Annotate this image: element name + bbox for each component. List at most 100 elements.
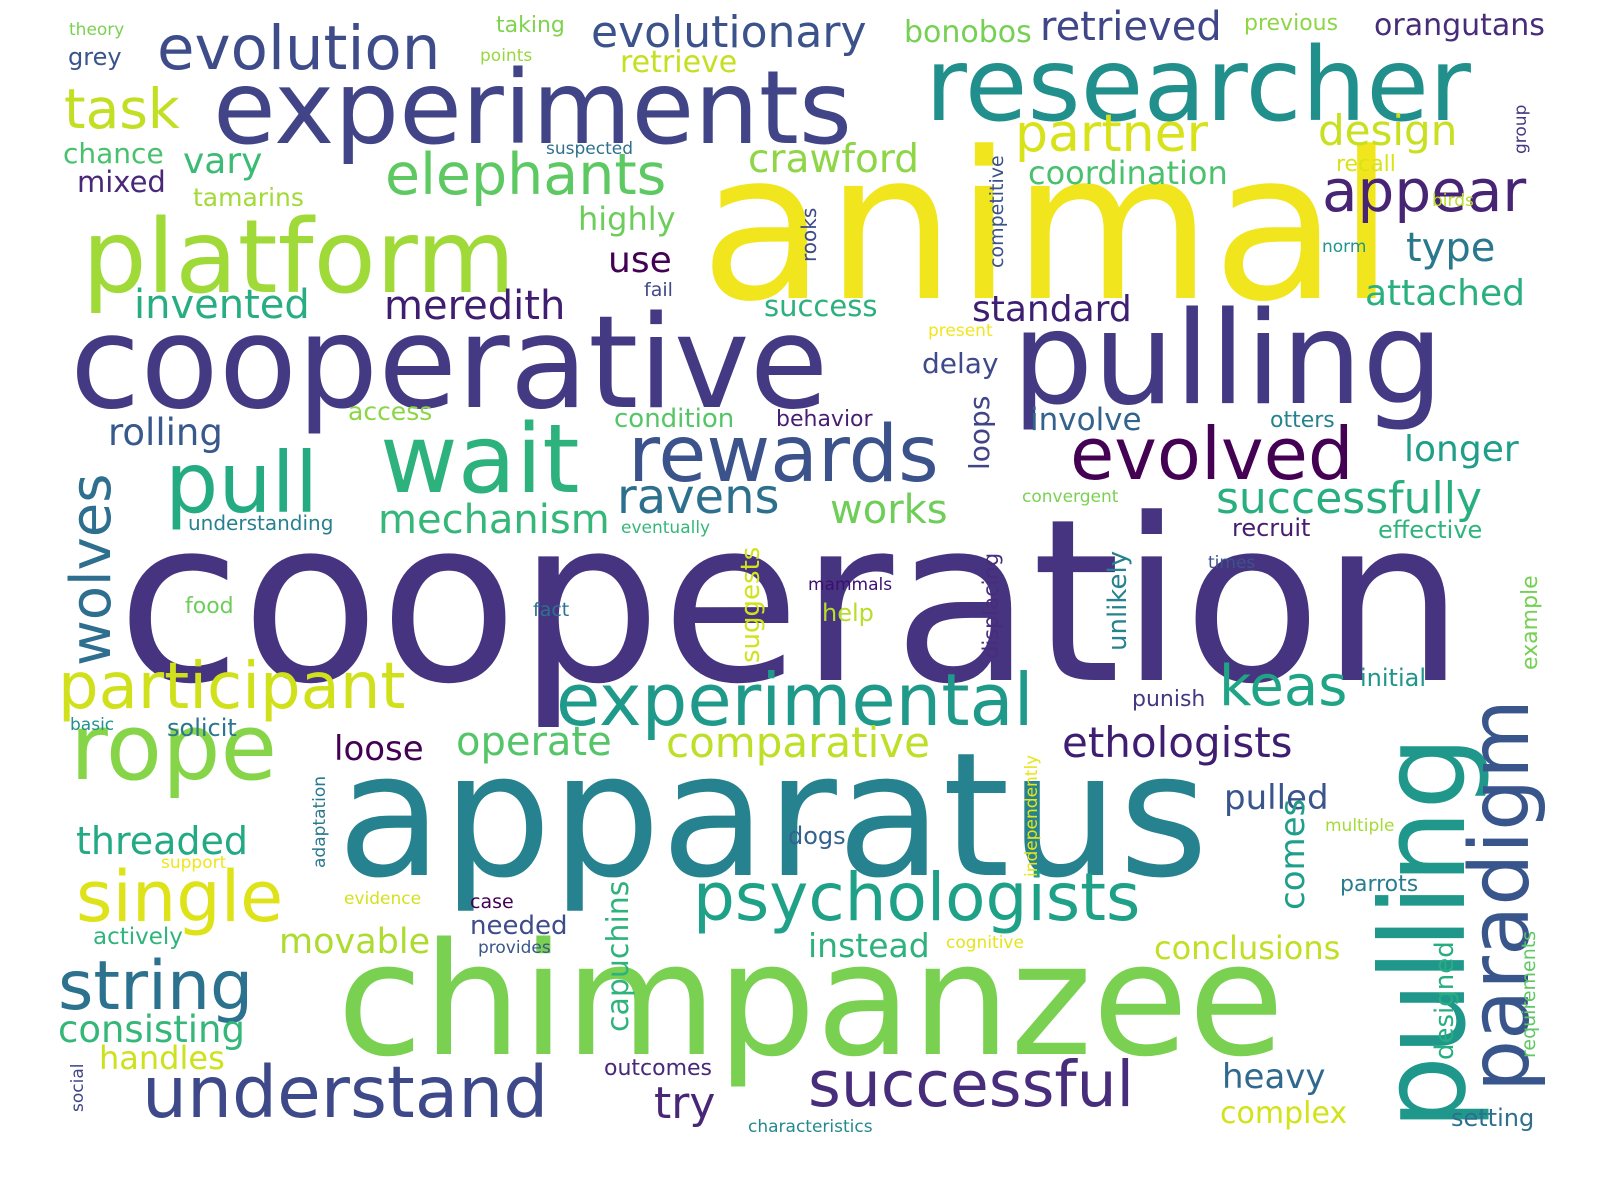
word-vary: vary [183, 141, 263, 182]
word-capuchins: capuchins [601, 880, 636, 1032]
word-works: works [830, 487, 948, 533]
word-rolling: rolling [108, 411, 223, 454]
word-cognitive: cognitive [946, 933, 1024, 953]
word-setting: setting [1451, 1104, 1535, 1132]
word-animal: animal [700, 109, 1395, 347]
word-taking: taking [496, 13, 565, 38]
word-evolved: evolved [1070, 412, 1354, 496]
word-rope: rope [70, 694, 278, 801]
word-crawford: crawford [748, 137, 919, 182]
word-psychologists: psychologists [693, 859, 1141, 936]
word-standard: standard [972, 289, 1132, 330]
word-experiments: experiments [213, 49, 852, 168]
word-suggests: suggests [736, 546, 766, 663]
word-mechanism: mechanism [378, 497, 610, 543]
word-characteristics: characteristics [748, 1117, 873, 1137]
word-present: present [928, 321, 993, 341]
word-conclusions: conclusions [1154, 929, 1341, 967]
word-elephants: elephants [385, 142, 667, 208]
word-movable: movable [279, 922, 431, 962]
word-convergent: convergent [1022, 487, 1119, 507]
word-otters: otters [1270, 408, 1335, 433]
word-type: type [1406, 225, 1496, 271]
word-chimpanzee: chimpanzee [337, 909, 1285, 1091]
word-invented: invented [134, 282, 310, 328]
word-condition: condition [614, 404, 735, 434]
word-understand: understand [142, 1051, 549, 1134]
word-task: task [64, 77, 180, 141]
word-comparative: comparative [666, 718, 930, 767]
word-help: help [822, 599, 874, 627]
word-partner: partner [1015, 104, 1208, 164]
word-fact: fact [533, 599, 570, 621]
word-success: success [764, 289, 878, 323]
word-loose: loose [334, 729, 424, 769]
word-participant: participant [58, 650, 406, 724]
word-effective: effective [1378, 516, 1483, 544]
word-support: support [161, 853, 227, 873]
word-ravens: ravens [617, 469, 780, 525]
word-fail: fail [644, 279, 673, 301]
word-operate: operate [456, 719, 612, 765]
word-experimental: experimental [556, 658, 1034, 742]
word-ethologists: ethologists [1062, 718, 1293, 767]
word-requirements: requirements [1518, 930, 1540, 1058]
word-independently: independently [1022, 754, 1042, 877]
word-punish: punish [1132, 687, 1206, 712]
word-pulled: pulled [1224, 778, 1329, 818]
word-wolves: wolves [59, 473, 124, 666]
word-mammals: mammals [808, 575, 893, 595]
word-birds: birds [1432, 191, 1474, 211]
word-successfully: successfully [1216, 473, 1482, 524]
word-food: food [185, 594, 234, 619]
word-tamarins: tamarins [193, 183, 304, 212]
word-times: times [1208, 553, 1256, 573]
word-retrieve: retrieve [620, 45, 738, 80]
word-design: design [1318, 106, 1458, 155]
word-orangutans: orangutans [1374, 8, 1545, 43]
word-pulling: pulling [1012, 285, 1444, 434]
word-coordination: coordination [1028, 154, 1228, 192]
word-eventually: eventually [621, 518, 711, 538]
word-meredith: meredith [384, 283, 566, 329]
word-access: access [348, 397, 433, 426]
word-retrieved: retrieved [1040, 4, 1222, 50]
word-handles: handles [99, 1039, 225, 1077]
word-adaptation: adaptation [310, 775, 330, 868]
word-rooks: rooks [797, 207, 821, 262]
word-grey: grey [68, 43, 122, 71]
word-evidence: evidence [344, 889, 422, 909]
word-wait: wait [380, 405, 580, 515]
word-pull: pull [165, 434, 319, 532]
word-outcomes: outcomes [604, 1056, 713, 1081]
word-suspected: suspected [546, 139, 634, 159]
word-needed: needed [470, 911, 568, 941]
word-use: use [608, 240, 672, 281]
word-solicit: solicit [167, 714, 237, 742]
word-apparatus: apparatus [337, 715, 1209, 916]
word-heavy: heavy [1222, 1057, 1326, 1097]
word-group: group [1511, 104, 1531, 154]
word-bonobos: bonobos [904, 15, 1032, 50]
word-threaded: threaded [76, 819, 249, 863]
word-actively: actively [93, 924, 183, 950]
word-designed: designed [1430, 941, 1460, 1060]
word-unlikely: unlikely [1103, 550, 1133, 651]
word-provides: provides [478, 938, 551, 958]
word-multiple: multiple [1325, 816, 1395, 836]
word-competitive: competitive [986, 155, 1008, 268]
word-theory: theory [69, 20, 125, 40]
word-norm: norm [1322, 237, 1367, 257]
word-cooperative: cooperative [70, 289, 829, 438]
word-evolutionary: evolutionary [591, 7, 867, 58]
word-cooperation: cooperation [117, 471, 1465, 734]
word-string: string [58, 947, 254, 1026]
word-single: single [76, 856, 284, 938]
word-involve: involve [1030, 402, 1142, 438]
word-loops: loops [963, 395, 996, 470]
word-dogs: dogs [788, 822, 846, 850]
word-parrots: parrots [1340, 872, 1419, 897]
word-rewards: rewards [628, 410, 939, 500]
word-social: social [68, 1063, 88, 1112]
word-successful: successful [808, 1048, 1135, 1121]
